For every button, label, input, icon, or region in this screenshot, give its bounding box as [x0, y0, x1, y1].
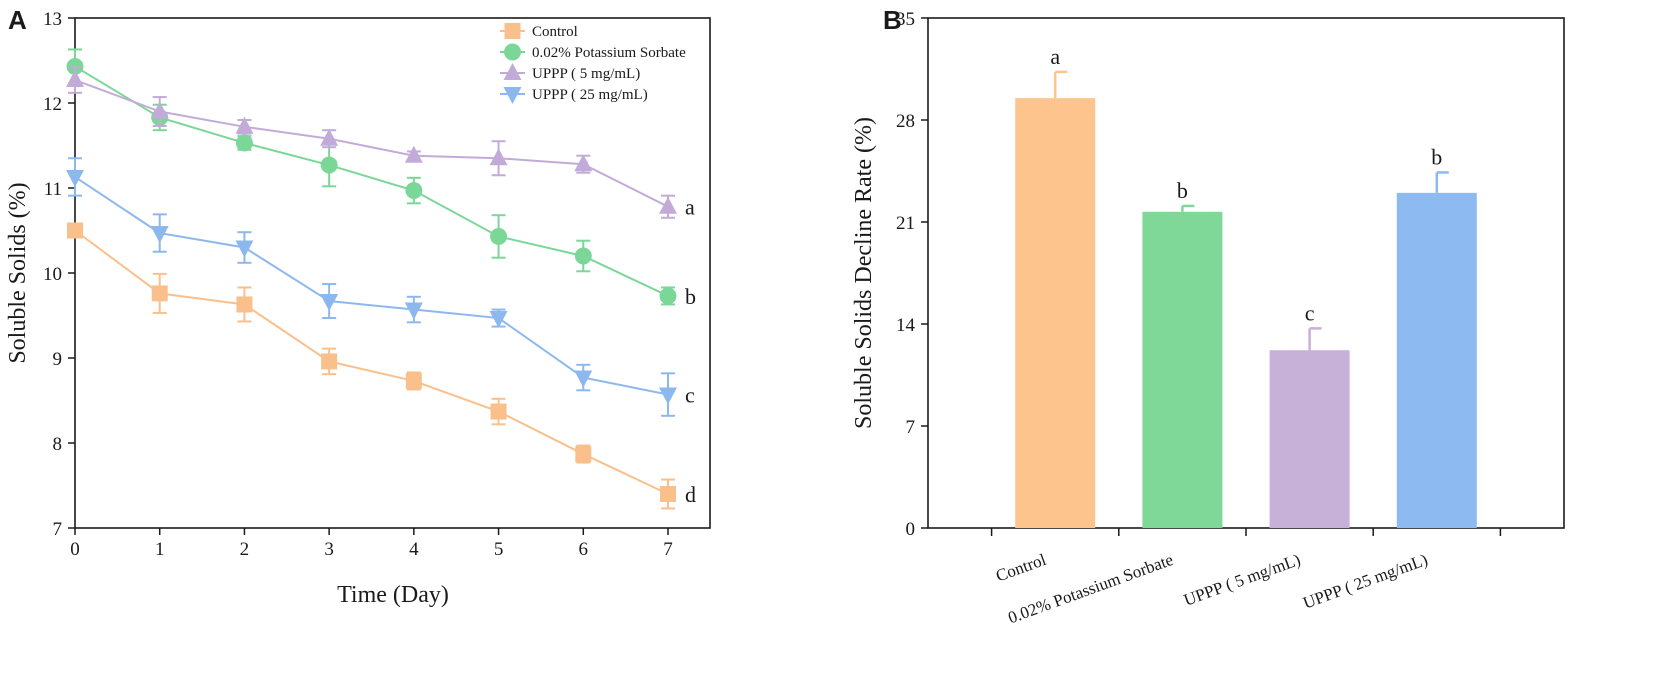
data-point [405, 182, 423, 200]
data-point [321, 353, 338, 370]
series-group-a: d b a c [66, 48, 696, 510]
x-tick-label-a: 7 [663, 539, 673, 560]
legend-label: Control [532, 24, 578, 40]
data-point [151, 285, 168, 302]
x-tick-label-a: 1 [155, 539, 165, 560]
series-3: c [66, 157, 695, 417]
data-point [574, 247, 592, 265]
legend-marker [503, 63, 522, 80]
data-point [404, 302, 423, 320]
legend-marker [504, 43, 521, 61]
data-point [490, 227, 508, 245]
significance-letter: b [1177, 178, 1188, 203]
x-tick-label-a: 5 [494, 539, 504, 560]
panel-label-b: B [883, 5, 902, 35]
data-point [320, 128, 339, 146]
y-tick-label-b: 0 [906, 519, 916, 540]
y-tick-label-b: 28 [896, 111, 915, 132]
series-2: a [66, 66, 695, 220]
y-tick-label-a: 7 [53, 519, 63, 540]
bar [1142, 211, 1223, 529]
y-tick-label-b: 21 [896, 213, 915, 234]
y-tick-label-a: 8 [53, 434, 63, 455]
legend-marker [503, 87, 522, 104]
legend-marker [504, 23, 521, 39]
x-axis-title-a: Time (Day) [337, 582, 449, 608]
significance-letter: a [1050, 44, 1060, 69]
series-0: d [67, 222, 696, 510]
series-line [74, 65, 669, 297]
data-point [575, 446, 592, 463]
data-point [659, 196, 677, 214]
data-point [489, 311, 508, 329]
category-label: UPPP ( 25 mg/mL) [1300, 550, 1430, 613]
data-point [320, 156, 338, 174]
significance-letter: d [685, 482, 696, 507]
series-line [74, 79, 669, 208]
data-point [235, 134, 253, 152]
y-tick-label-a: 10 [43, 264, 62, 285]
data-point [66, 169, 84, 187]
bar [1015, 98, 1096, 529]
data-point [236, 296, 253, 313]
significance-letter: c [685, 383, 695, 408]
data-point [489, 148, 508, 166]
data-point [574, 154, 593, 172]
category-label: Control [993, 550, 1049, 586]
x-tick-label-a: 4 [409, 539, 419, 560]
data-point [405, 372, 422, 389]
y-tick-label-b: 35 [896, 9, 915, 30]
bar [1269, 350, 1350, 528]
axes-b: 0 7 14 21 28 35 [896, 9, 1502, 540]
data-point [490, 403, 507, 420]
y-tick-label-a: 12 [43, 94, 62, 115]
data-point [235, 240, 254, 258]
significance-letter: c [1305, 300, 1315, 325]
data-point [235, 116, 254, 134]
data-point [150, 226, 169, 244]
data-point [404, 145, 423, 163]
series-line [74, 229, 669, 495]
panel-label-a: A [8, 5, 27, 35]
data-point [66, 70, 84, 88]
y-axis-title-b: Soluble Solids Decline Rate (%) [851, 117, 877, 429]
y-tick-label-b: 14 [896, 315, 916, 336]
data-point [67, 222, 83, 239]
legend-label: 0.02% Potassium Sorbate [532, 45, 686, 61]
data-point [320, 294, 339, 312]
x-tick-label-a: 3 [324, 539, 334, 560]
legend-label: UPPP ( 5 mg/mL) [532, 66, 640, 82]
data-point [659, 287, 677, 305]
y-tick-label-a: 11 [44, 179, 62, 200]
legend-a: Control 0.02% Potassium Sorbate UPPP ( 5 m… [500, 23, 686, 104]
data-point [150, 101, 169, 119]
y-tick-label-b: 7 [906, 417, 916, 438]
significance-letter: a [685, 195, 695, 220]
x-tick-label-a: 6 [579, 539, 589, 560]
data-point [574, 370, 593, 388]
data-point [660, 486, 676, 502]
category-label: UPPP ( 5 mg/mL) [1181, 550, 1303, 610]
x-tick-label-a: 0 [70, 539, 80, 560]
significance-letter: b [685, 284, 696, 309]
x-tick-label-a: 2 [240, 539, 250, 560]
y-tick-label-a: 13 [43, 9, 62, 30]
bar [1396, 192, 1477, 528]
y-tick-label-a: 9 [53, 349, 63, 370]
significance-letter: b [1431, 144, 1442, 169]
y-axis-title-a: Soluble Solids (%) [5, 182, 31, 363]
data-point [659, 387, 677, 405]
series-line [74, 176, 669, 396]
legend-label: UPPP ( 25 mg/mL) [532, 87, 648, 103]
